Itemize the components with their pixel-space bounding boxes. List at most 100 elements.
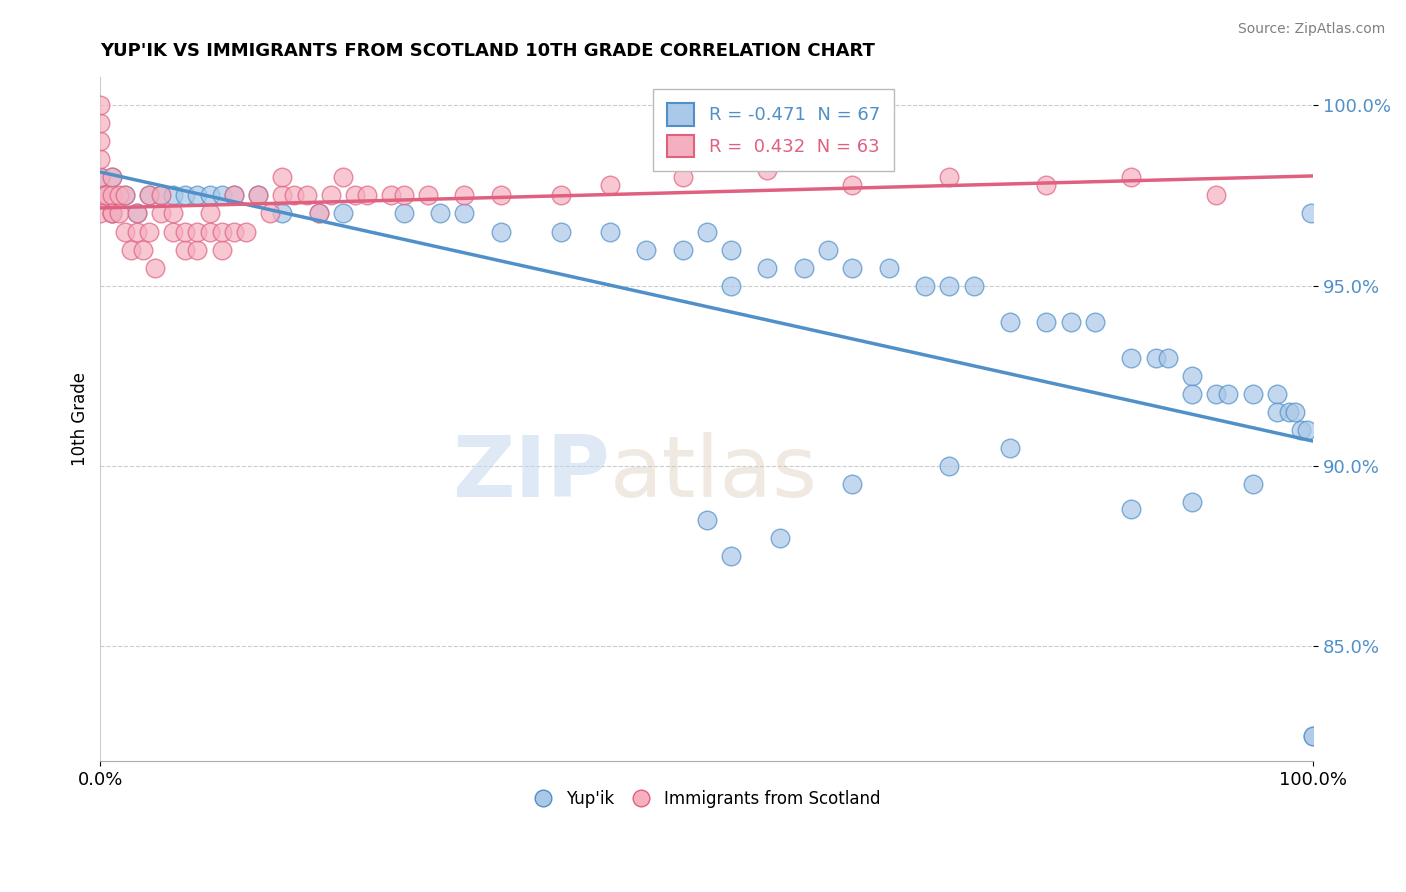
Point <box>756 260 779 275</box>
Point <box>550 225 572 239</box>
Point <box>1144 351 1167 365</box>
Point <box>696 513 718 527</box>
Point <box>101 206 124 220</box>
Point <box>222 188 245 202</box>
Point <box>114 188 136 202</box>
Point <box>174 225 197 239</box>
Point <box>453 188 475 202</box>
Point <box>671 243 693 257</box>
Point <box>877 260 900 275</box>
Point <box>101 170 124 185</box>
Y-axis label: 10th Grade: 10th Grade <box>72 372 89 466</box>
Point <box>89 135 111 149</box>
Point <box>1121 351 1143 365</box>
Point <box>211 225 233 239</box>
Point <box>938 170 960 185</box>
Point <box>247 188 270 202</box>
Point <box>271 206 294 220</box>
Point <box>599 225 621 239</box>
Point <box>1060 315 1083 329</box>
Point <box>998 441 1021 455</box>
Point <box>89 170 111 185</box>
Point <box>271 170 294 185</box>
Legend: Yup'ik, Immigrants from Scotland: Yup'ik, Immigrants from Scotland <box>526 783 887 814</box>
Point <box>308 206 330 220</box>
Point <box>841 260 863 275</box>
Point <box>416 188 439 202</box>
Point <box>114 188 136 202</box>
Point <box>174 188 197 202</box>
Point <box>1181 386 1204 401</box>
Point <box>720 243 742 257</box>
Point <box>89 188 111 202</box>
Point <box>938 278 960 293</box>
Point <box>1241 386 1264 401</box>
Point <box>429 206 451 220</box>
Text: ZIP: ZIP <box>453 432 610 515</box>
Point <box>1302 729 1324 743</box>
Point <box>1121 502 1143 516</box>
Point <box>489 225 512 239</box>
Point <box>283 188 305 202</box>
Point <box>101 170 124 185</box>
Point <box>114 225 136 239</box>
Point <box>841 178 863 192</box>
Point <box>222 225 245 239</box>
Point <box>150 188 173 202</box>
Point <box>1265 386 1288 401</box>
Point <box>198 225 221 239</box>
Point <box>162 225 184 239</box>
Point <box>186 225 208 239</box>
Point <box>235 225 257 239</box>
Point <box>636 243 658 257</box>
Point <box>453 206 475 220</box>
Point <box>392 206 415 220</box>
Point <box>259 206 281 220</box>
Point <box>1035 315 1057 329</box>
Point <box>1205 188 1227 202</box>
Point <box>1121 170 1143 185</box>
Point <box>150 206 173 220</box>
Point <box>89 153 111 167</box>
Point <box>1296 423 1319 437</box>
Point <box>174 243 197 257</box>
Point <box>332 170 354 185</box>
Point <box>720 549 742 563</box>
Point <box>162 206 184 220</box>
Point <box>1289 423 1312 437</box>
Point <box>107 188 129 202</box>
Point <box>768 531 790 545</box>
Point <box>1181 368 1204 383</box>
Point <box>1181 494 1204 508</box>
Point <box>308 206 330 220</box>
Point <box>356 188 378 202</box>
Point <box>162 188 184 202</box>
Point <box>671 170 693 185</box>
Point <box>101 188 124 202</box>
Point <box>1205 386 1227 401</box>
Text: atlas: atlas <box>610 432 818 515</box>
Point <box>186 243 208 257</box>
Point <box>96 188 118 202</box>
Text: YUP'IK VS IMMIGRANTS FROM SCOTLAND 10TH GRADE CORRELATION CHART: YUP'IK VS IMMIGRANTS FROM SCOTLAND 10TH … <box>100 42 875 60</box>
Point <box>143 260 166 275</box>
Point <box>125 206 148 220</box>
Point <box>89 116 111 130</box>
Point <box>138 225 160 239</box>
Point <box>319 188 342 202</box>
Point <box>211 243 233 257</box>
Point <box>132 243 155 257</box>
Point <box>720 278 742 293</box>
Point <box>198 206 221 220</box>
Point <box>793 260 815 275</box>
Point <box>89 170 111 185</box>
Point <box>599 178 621 192</box>
Point <box>138 188 160 202</box>
Point <box>186 188 208 202</box>
Point <box>998 315 1021 329</box>
Point <box>125 206 148 220</box>
Point <box>1035 178 1057 192</box>
Point <box>107 206 129 220</box>
Point <box>89 188 111 202</box>
Point <box>817 243 839 257</box>
